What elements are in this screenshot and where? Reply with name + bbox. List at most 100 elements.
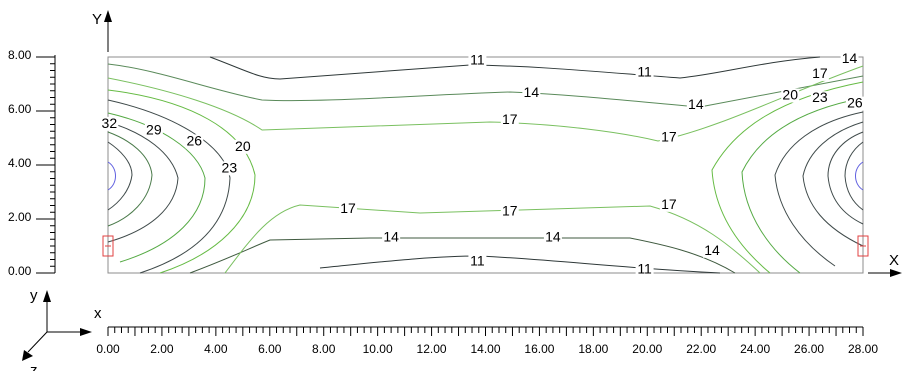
y-tick-label: 0.00 xyxy=(8,264,32,278)
contour-label-halo xyxy=(810,91,829,106)
y-tick-label: 2.00 xyxy=(8,210,32,224)
support-left xyxy=(102,235,114,257)
x-tick-label: 22.00 xyxy=(686,342,716,356)
plan-y-axis-label: Y xyxy=(92,11,102,28)
contour-label: 17 xyxy=(340,200,356,216)
contour-35-right xyxy=(844,141,864,211)
x-tick-label: 14.00 xyxy=(470,342,500,356)
contour-label: 17 xyxy=(812,65,828,81)
plan-x-axis-label: X xyxy=(889,252,899,269)
contour-label-halo xyxy=(840,52,859,67)
contour-label-halo xyxy=(220,161,239,176)
x-tick-label: 10.00 xyxy=(363,342,393,356)
x-tick-label: 8.00 xyxy=(312,342,336,356)
x-tick-label: 24.00 xyxy=(740,342,770,356)
y-tick-label: 4.00 xyxy=(8,156,32,170)
contour-label-halo xyxy=(338,201,357,216)
contour-label: 23 xyxy=(222,159,238,175)
contour-23-left xyxy=(107,99,231,274)
contour-label-halo xyxy=(686,97,705,112)
contour-label-halo xyxy=(845,96,864,111)
contour-label-halo xyxy=(100,116,119,131)
plan-x-axis: X xyxy=(868,252,902,277)
x-tick-label: 20.00 xyxy=(632,342,662,356)
y-axis-tick-labels: 8.00 6.00 4.00 2.00 0.00 xyxy=(8,48,32,278)
contour-29-right xyxy=(802,121,864,247)
contour-label-halo xyxy=(659,197,678,212)
contour-label: 14 xyxy=(545,228,561,244)
y-axis-ticks xyxy=(36,56,55,274)
contour-label-halo xyxy=(500,112,519,127)
center-mark-left xyxy=(107,161,116,191)
contour-20-right xyxy=(711,81,864,274)
contour-label: 17 xyxy=(502,203,518,219)
x-tick-label: 26.00 xyxy=(794,342,824,356)
contour-label: 17 xyxy=(661,128,677,144)
contour-label: 14 xyxy=(524,84,540,100)
plan-y-axis: Y xyxy=(92,10,112,52)
contour-label: 20 xyxy=(235,138,251,154)
x-tick-label: 18.00 xyxy=(578,342,608,356)
x-axis: 0.00 2.00 4.00 6.00 8.00 10.00 12.00 14.00 16.00… xyxy=(96,326,878,356)
contour-label: 14 xyxy=(842,50,858,66)
triad-y-label: y xyxy=(30,287,38,304)
contour-32-right xyxy=(827,131,864,225)
contour-label: 11 xyxy=(637,261,652,277)
contour-17-top xyxy=(107,65,864,142)
contour-label-halo xyxy=(659,130,678,145)
contour-label: 14 xyxy=(383,228,399,244)
contour-11-bottom xyxy=(319,255,721,274)
contour-label: 11 xyxy=(470,51,485,67)
contour-23-right xyxy=(741,97,864,274)
contour-label: 17 xyxy=(661,196,677,212)
y-tick-label: 6.00 xyxy=(8,102,32,116)
contour-label-halo xyxy=(468,53,487,68)
x-tick-label: 0.00 xyxy=(96,342,120,356)
x-tick-label: 2.00 xyxy=(150,342,174,356)
x-tick-label: 28.00 xyxy=(848,342,878,356)
supports xyxy=(102,235,869,257)
contour-label: 26 xyxy=(186,132,202,148)
contour-lines xyxy=(107,56,864,274)
contour-label: 11 xyxy=(637,64,652,80)
contour-label-halo xyxy=(500,204,519,219)
x-tick-label: 4.00 xyxy=(204,342,228,356)
contour-label-halo xyxy=(703,243,721,258)
x-axis-tick-labels: 0.00 2.00 4.00 6.00 8.00 10.00 12.00 14.00 16.00… xyxy=(96,342,878,356)
triad-x-label: x xyxy=(94,305,102,322)
contour-label-halo xyxy=(635,262,654,277)
center-mark-right xyxy=(855,161,864,191)
x-tick-label: 16.00 xyxy=(524,342,554,356)
contour-label-halo xyxy=(635,65,654,80)
x-axis-ticks xyxy=(107,327,864,336)
contour-label-halo xyxy=(468,254,487,269)
contour-labels: 11 11 11 11 14 14 14 14 14 17 17 17 17 17 20 20 23 23 26 26… xyxy=(100,50,864,277)
contour-14-bottom xyxy=(189,237,736,274)
contour-26-right xyxy=(774,111,864,267)
contour-17-bottom xyxy=(224,204,761,274)
contour-label-halo xyxy=(233,139,252,154)
contour-20-left xyxy=(107,89,256,274)
contour-label: 32 xyxy=(102,115,118,131)
contour-label-halo xyxy=(144,123,163,138)
y-axis: 8.00 6.00 4.00 2.00 0.00 xyxy=(8,48,56,278)
contour-label-halo xyxy=(522,85,541,100)
contour-label-halo xyxy=(185,134,204,149)
contour-label: 17 xyxy=(502,111,518,127)
contour-11-top xyxy=(209,56,821,80)
axis-triad: y x z xyxy=(22,287,102,371)
contour-label: 14 xyxy=(688,96,704,112)
contour-label-halo xyxy=(781,88,800,103)
contour-label-halo xyxy=(543,230,562,245)
contour-label-halo xyxy=(382,230,401,245)
contour-label: 26 xyxy=(847,95,863,111)
contour-32-left xyxy=(107,131,153,227)
contour-label: 14 xyxy=(704,242,720,258)
contour-label: 20 xyxy=(782,87,798,103)
contour-35-left xyxy=(107,141,133,211)
triad-z-label: z xyxy=(30,362,38,371)
contour-label: 23 xyxy=(812,89,828,105)
contour-label: 11 xyxy=(470,253,485,269)
support-right xyxy=(857,235,869,257)
